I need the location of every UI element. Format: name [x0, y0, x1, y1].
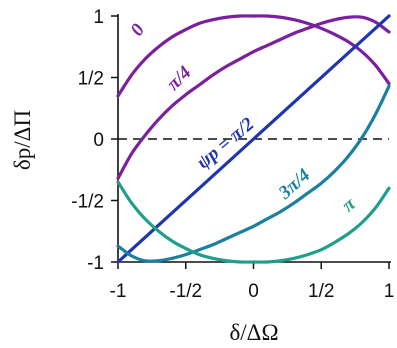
y-tick-label: 0	[93, 130, 104, 151]
series-curve-3	[116, 84, 391, 263]
y-tick-label: 1/2	[78, 69, 104, 90]
y-axis-title: δp/ΔΠ	[10, 110, 35, 170]
x-tick-label: -1	[110, 281, 127, 302]
x-tick-label: 1	[384, 281, 395, 302]
y-tick-label: -1/2	[71, 192, 104, 213]
x-tick-label: -1/2	[169, 281, 202, 302]
y-tick-label: 1	[93, 7, 104, 28]
series-curve-1	[116, 15, 391, 180]
series-curve-0	[116, 14, 391, 98]
curve-label-3: 3π/4	[274, 165, 315, 204]
axes: -1 -1/2 0 1/2 1 -1 -1/2 0 1/2 1	[71, 7, 394, 302]
x-tick-label: 1/2	[308, 281, 334, 302]
y-tick-label: -1	[87, 253, 104, 274]
curve-label-4: π	[338, 193, 360, 216]
series-curve-2	[116, 14, 391, 264]
x-axis-title: δ/ΔΩ	[229, 320, 278, 345]
curve-label-0: 0	[127, 20, 150, 40]
series-curves	[116, 14, 391, 264]
series-curve-4	[116, 180, 391, 264]
x-tick-label: 0	[248, 281, 259, 302]
